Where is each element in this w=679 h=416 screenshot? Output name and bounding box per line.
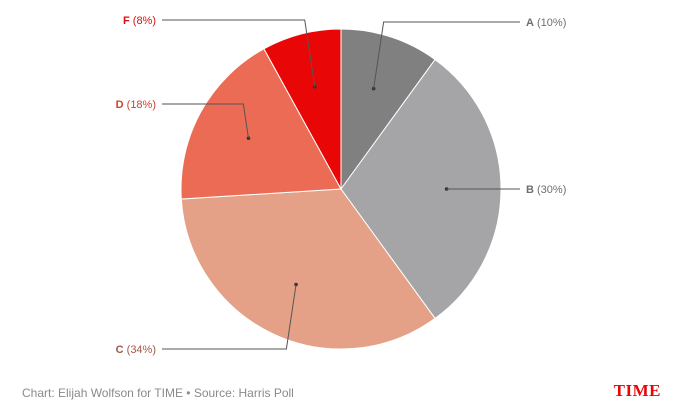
time-logo: TIME [613, 381, 661, 400]
leader-line-c [162, 284, 297, 350]
slice-label-d: D (18%) [116, 99, 156, 111]
slice-label-a: A (10%) [526, 17, 566, 29]
pie-slice-d [180, 48, 342, 200]
slice-label-b: B (30%) [526, 184, 566, 196]
leader-line-f [162, 19, 316, 87]
slice-label-c: C (34%) [116, 344, 156, 356]
leader-line-d [162, 103, 249, 139]
leader-line-a [373, 21, 520, 89]
pie-slice-c [180, 188, 436, 350]
pie-slice-a [340, 28, 436, 191]
pie-slice-f [263, 28, 342, 190]
slice-label-f: F (8%) [123, 15, 156, 27]
chart-credit: Chart: Elijah Wolfson for TIME • Source:… [22, 386, 294, 400]
